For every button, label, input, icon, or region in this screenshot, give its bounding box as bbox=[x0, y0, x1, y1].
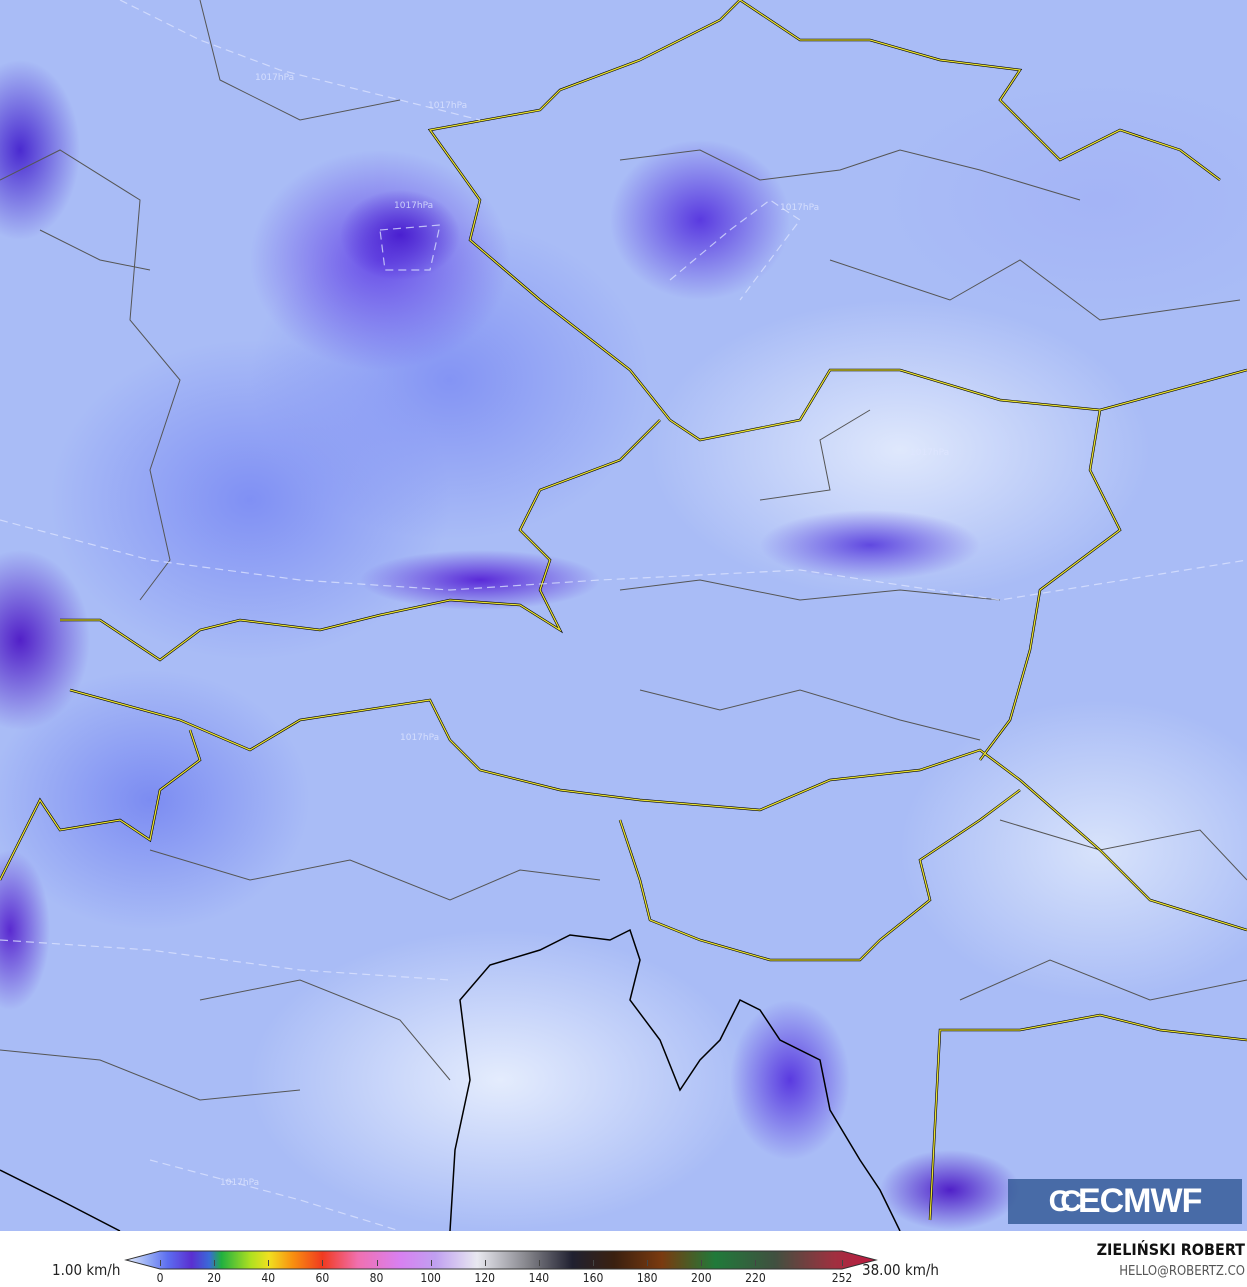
ecmwf-logo: CC ECMWF bbox=[1008, 1179, 1242, 1224]
tick-label: 252 bbox=[831, 1271, 853, 1285]
ecmwf-logo-icon: CC bbox=[1048, 1184, 1082, 1218]
tick-label: 160 bbox=[582, 1271, 604, 1285]
tick-mark bbox=[593, 1260, 595, 1266]
wind-map: 1017hPa 1017hPa 1017hPa 1017hPa 1017hPa … bbox=[0, 0, 1247, 1231]
tick-mark bbox=[160, 1260, 161, 1266]
tick-mark bbox=[214, 1260, 216, 1266]
author-email: HELLO@ROBERTZ.CO bbox=[1119, 1264, 1245, 1279]
tick-label: 180 bbox=[636, 1271, 658, 1285]
tick-mark bbox=[484, 1260, 486, 1266]
tick-mark bbox=[376, 1260, 378, 1266]
tick-mark bbox=[430, 1260, 432, 1266]
isobar-label: 1017hPa bbox=[394, 201, 433, 211]
author-name: ZIELIŃSKI ROBERT bbox=[1096, 1240, 1245, 1259]
tick-label: 120 bbox=[474, 1271, 496, 1285]
isobars bbox=[0, 0, 1247, 1231]
tick-label: 200 bbox=[690, 1271, 712, 1285]
tick-label: 20 bbox=[207, 1271, 221, 1285]
isobar-label: 1017hPa bbox=[220, 1178, 259, 1188]
tick-mark bbox=[647, 1260, 649, 1266]
legend-min-label: 1.00 km/h bbox=[52, 1261, 121, 1279]
region-borders bbox=[0, 0, 1247, 1101]
colorbar bbox=[124, 1250, 878, 1270]
tick-label: 80 bbox=[369, 1271, 384, 1285]
isobar-label: 1017hPa bbox=[400, 733, 439, 743]
legend-max-label: 38.00 km/h bbox=[862, 1261, 939, 1279]
tick-label: 40 bbox=[261, 1271, 276, 1285]
logo-text: ECMWF bbox=[1077, 1182, 1202, 1220]
tick-label: 140 bbox=[528, 1271, 550, 1285]
tick-label: 0 bbox=[156, 1271, 164, 1285]
tick-mark bbox=[268, 1260, 270, 1266]
country-borders-yellow bbox=[0, 0, 1247, 1221]
tick-mark bbox=[538, 1260, 540, 1266]
tick-label: 220 bbox=[745, 1271, 766, 1285]
tick-mark bbox=[701, 1260, 703, 1266]
country-borders-dark bbox=[0, 0, 1247, 1221]
isobar-label: 1017hPa bbox=[255, 73, 294, 83]
isobar-label: 1017hPa bbox=[428, 101, 467, 111]
isobar-label: 1017hPa bbox=[910, 448, 949, 458]
isobar-label: 1017hPa bbox=[780, 203, 819, 213]
tick-label: 60 bbox=[315, 1271, 330, 1285]
isobar-labels: 1017hPa 1017hPa 1017hPa 1017hPa 1017hPa … bbox=[220, 73, 949, 1188]
color-legend: 1.00 km/h 0 20 40 60 80 100 120 140 160 180 200 220… bbox=[0, 1231, 1247, 1287]
tick-mark bbox=[322, 1260, 324, 1266]
tick-mark bbox=[842, 1260, 843, 1266]
tick-label: 100 bbox=[420, 1271, 441, 1285]
map-overlay: 1017hPa 1017hPa 1017hPa 1017hPa 1017hPa … bbox=[0, 0, 1247, 1231]
coastline bbox=[0, 928, 901, 1231]
tick-mark bbox=[755, 1260, 757, 1266]
